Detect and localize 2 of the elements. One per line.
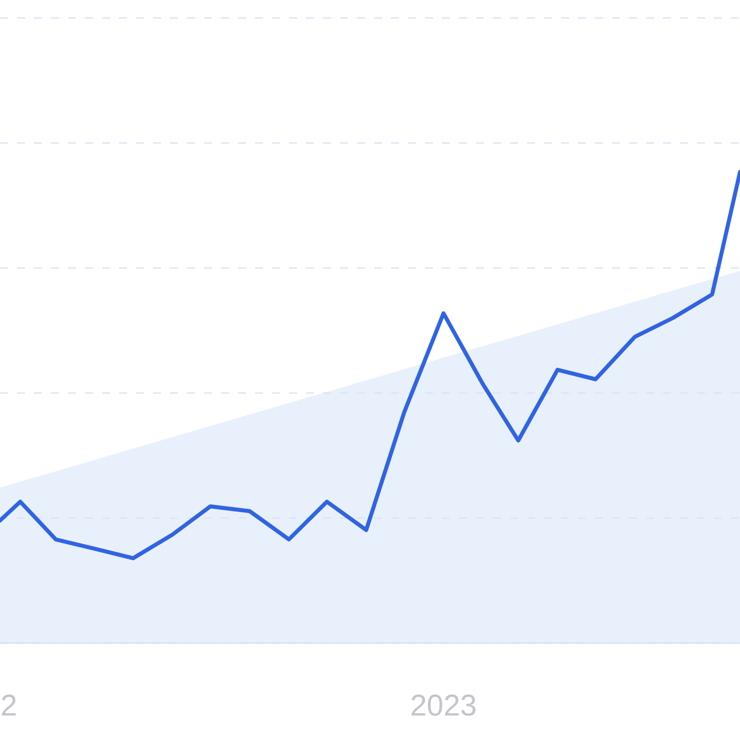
x-tick-label: 2 [0,690,18,722]
x-tick-label: 2023 [410,690,477,722]
